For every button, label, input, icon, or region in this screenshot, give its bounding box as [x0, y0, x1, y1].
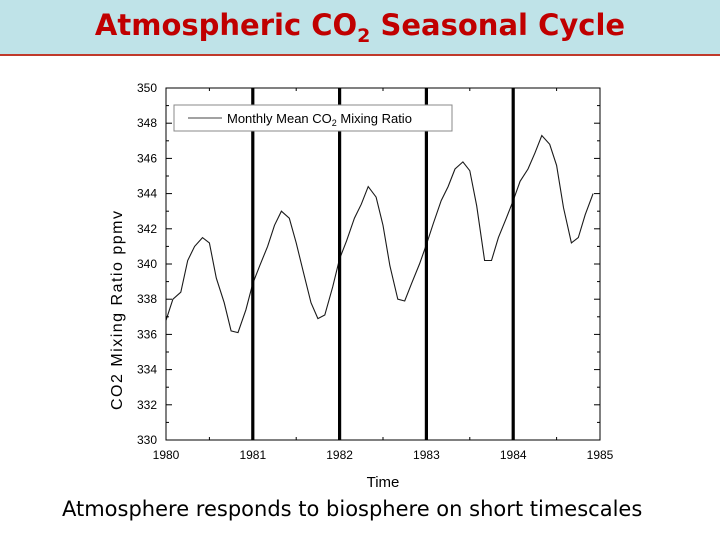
title-text-rest: Seasonal Cycle [370, 8, 626, 42]
legend-label: Monthly Mean CO2 Mixing Ratio [227, 111, 412, 128]
x-tick-label: 1980 [153, 448, 180, 462]
slide-title: Atmospheric CO2 Seasonal Cycle [0, 8, 720, 47]
y-tick-label: 332 [137, 398, 157, 412]
y-axis-label-garbled: CO2 Mixing Ratio ppmv [109, 210, 126, 410]
y-tick-label: 336 [137, 327, 157, 341]
x-tick-label: 1985 [587, 448, 614, 462]
slide-header: Atmospheric CO2 Seasonal Cycle [0, 0, 720, 56]
y-tick-label: 334 [137, 363, 157, 377]
y-tick-label: 342 [137, 222, 157, 236]
plot-frame [165, 87, 601, 441]
title-text: Atmospheric CO [94, 8, 358, 42]
y-tick-label: 330 [137, 433, 157, 447]
slide-caption: Atmosphere responds to biosphere on shor… [62, 497, 643, 521]
y-tick-label: 350 [137, 81, 157, 95]
y-tick-label: 338 [137, 292, 157, 306]
x-tick-label: 1981 [239, 448, 266, 462]
title-subscript: 2 [357, 24, 371, 47]
y-tick-label: 346 [137, 151, 157, 165]
x-tick-label: 1983 [413, 448, 440, 462]
x-tick-label: 1982 [326, 448, 353, 462]
series-line-monthly-co2 [165, 134, 594, 334]
x-tick-label: 1984 [500, 448, 527, 462]
x-axis-label: Time [367, 474, 400, 491]
y-tick-label: 340 [137, 257, 157, 271]
y-tick-label: 348 [137, 116, 157, 130]
y-tick-label: 344 [137, 187, 157, 201]
